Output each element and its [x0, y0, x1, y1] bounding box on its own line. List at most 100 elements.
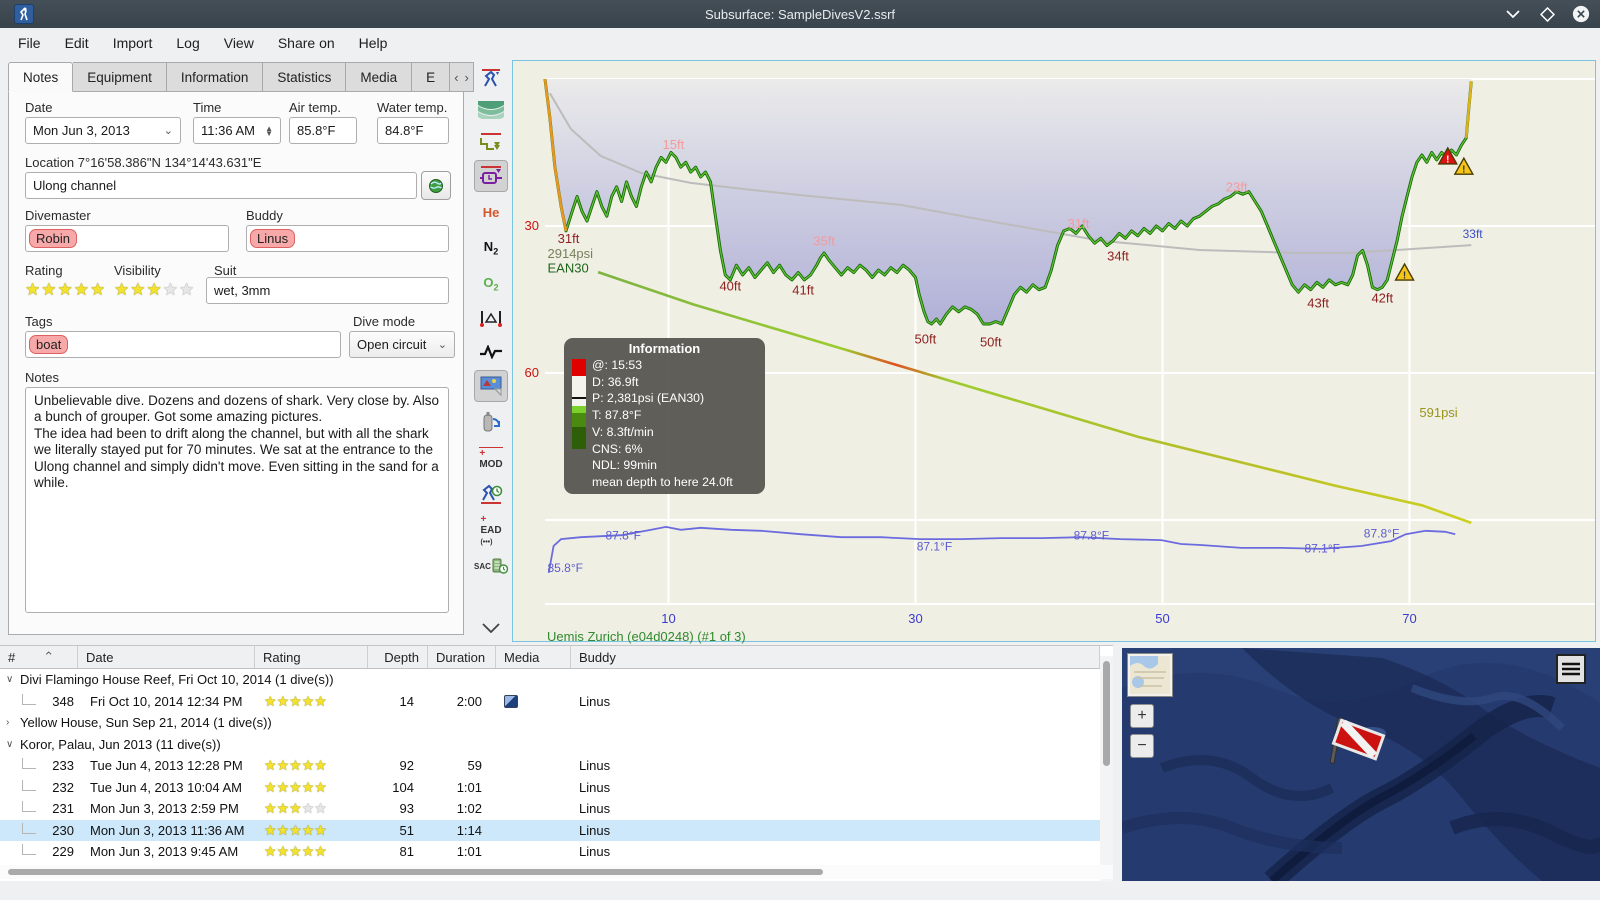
star-icon[interactable]: ★ — [301, 843, 315, 860]
tab-notes[interactable]: Notes — [8, 62, 74, 92]
map-zoom-out-button[interactable]: − — [1130, 734, 1154, 758]
time-spinner[interactable]: ▲ ▼ — [265, 123, 273, 138]
dive-row-230[interactable]: 230 Mon Jun 3, 2013 11:36 AM ★★★★★ 51 1:14 Li… — [0, 819, 1100, 841]
minimize-icon[interactable] — [1504, 5, 1522, 23]
star-icon[interactable]: ★ — [264, 692, 277, 709]
dive-computer-icon[interactable] — [474, 64, 508, 92]
warning-event-icon[interactable]: ! — [1394, 262, 1415, 282]
star-icon[interactable]: ★ — [179, 280, 196, 299]
map-zoom-in-button[interactable]: + — [1130, 704, 1154, 728]
dive-list-header[interactable]: # ⌃ Date Rating Depth Duration Media Buddy — [0, 646, 1100, 669]
tank-change-icon[interactable] — [474, 408, 508, 436]
tab-media[interactable]: Media — [346, 62, 413, 92]
divemaster-field[interactable]: Robin — [25, 225, 229, 252]
tag-chip[interactable]: boat — [29, 335, 69, 354]
photos-icon[interactable] — [474, 370, 508, 402]
location-field[interactable]: Ulong channel — [25, 172, 417, 199]
star-icon[interactable]: ★ — [289, 778, 302, 795]
dive-row-231[interactable]: 231 Mon Jun 3, 2013 2:59 PM ★★★★★ 93 1:02 Lin… — [0, 798, 1100, 820]
dc-reported-ceiling-icon[interactable] — [474, 128, 508, 156]
toolbar-scroll-down-icon[interactable] — [474, 614, 508, 642]
collapse-icon[interactable]: ∨ — [6, 738, 14, 750]
tab-statistics[interactable]: Statistics — [263, 62, 347, 92]
star-icon[interactable]: ★ — [314, 692, 327, 709]
star-icon[interactable]: ★ — [289, 692, 302, 709]
star-icon[interactable]: ★ — [314, 757, 327, 774]
star-icon[interactable]: ★ — [301, 800, 315, 817]
tab-e[interactable]: E — [412, 62, 451, 92]
date-field[interactable]: Mon Jun 3, 2013 ⌄ — [25, 117, 181, 144]
star-icon[interactable]: ★ — [289, 800, 302, 817]
tab-information[interactable]: Information — [166, 62, 264, 92]
dive-site-map[interactable]: + − — [1122, 648, 1600, 881]
dive-list-horizontal-scrollbar[interactable] — [0, 865, 1113, 879]
ruler-icon[interactable] — [474, 304, 508, 332]
tab-equipment[interactable]: Equipment — [73, 62, 167, 92]
menu-view[interactable]: View — [223, 35, 254, 51]
dive-profile-chart[interactable]: 15ft 31ft 2914psi EAN30 40ft 41ft 35ft 50ft 50ft… — [512, 60, 1596, 644]
dive-flag-marker[interactable] — [1329, 717, 1386, 772]
menu-edit[interactable]: Edit — [64, 35, 89, 51]
pp-oxygen-icon[interactable]: O2 — [483, 275, 499, 293]
tags-field[interactable]: boat — [25, 331, 341, 358]
buddy-chip[interactable]: Linus — [250, 229, 296, 248]
ead-icon[interactable]: + EAD (•••) — [480, 513, 502, 546]
collapse-icon[interactable]: ∨ — [6, 674, 14, 686]
star-icon[interactable]: ★ — [314, 800, 327, 817]
chevron-down-icon[interactable]: ⌄ — [163, 125, 173, 137]
sac-icon[interactable]: SAC — [474, 552, 508, 580]
rating-stars[interactable]: ★★★★★ — [25, 280, 106, 300]
menu-log[interactable]: Log — [176, 35, 200, 51]
map-overview-inset[interactable] — [1127, 653, 1173, 697]
notes-textarea[interactable]: Unbelievable dive. Dozens and dozens of … — [25, 387, 449, 613]
star-icon[interactable]: ★ — [41, 280, 58, 299]
star-icon[interactable]: ★ — [264, 800, 277, 817]
star-icon[interactable]: ★ — [314, 778, 327, 795]
maximize-icon[interactable] — [1538, 5, 1556, 23]
heart-rate-icon[interactable] — [474, 338, 508, 366]
star-icon[interactable]: ★ — [301, 692, 315, 709]
dive-row-348[interactable]: 348 Fri Oct 10, 2014 12:34 PM ★★★★★ 14 2:00 L… — [0, 691, 1100, 713]
dive-row-229[interactable]: 229 Mon Jun 3, 2013 9:45 AM ★★★★★ 81 1:01 Lin… — [0, 841, 1100, 863]
star-icon[interactable]: ★ — [114, 280, 131, 299]
dive-row-233[interactable]: 233 Tue Jun 4, 2013 12:28 PM ★★★★★ 92 59 Linu… — [0, 755, 1100, 777]
star-icon[interactable]: ★ — [162, 280, 179, 299]
star-icon[interactable]: ★ — [314, 843, 327, 860]
star-icon[interactable]: ★ — [301, 821, 315, 838]
star-icon[interactable]: ★ — [314, 821, 327, 838]
column-header-date[interactable]: Date — [78, 646, 255, 668]
star-icon[interactable]: ★ — [264, 757, 277, 774]
tab-scroll-left-icon[interactable]: ‹ — [454, 69, 459, 85]
star-icon[interactable]: ★ — [276, 821, 290, 838]
dive-row-232[interactable]: 232 Tue Jun 4, 2013 10:04 AM ★★★★★ 104 1:01 L… — [0, 777, 1100, 799]
star-icon[interactable]: ★ — [90, 280, 107, 299]
expand-icon[interactable]: › — [6, 717, 10, 729]
star-icon[interactable]: ★ — [289, 843, 302, 860]
media-thumbnail-icon[interactable] — [504, 695, 518, 709]
column-header-duration[interactable]: Duration — [428, 646, 496, 668]
star-icon[interactable]: ★ — [25, 280, 42, 299]
map-globe-button[interactable] — [421, 171, 451, 200]
buddy-field[interactable]: Linus — [246, 225, 449, 252]
trip-group-row[interactable]: ∨ Divi Flamingo House Reef, Fri Oct 10, 2… — [0, 669, 1100, 691]
visibility-stars[interactable]: ★★★★★ — [114, 280, 195, 300]
star-icon[interactable]: ★ — [276, 800, 290, 817]
warning-event-icon[interactable]: ! — [1453, 156, 1475, 176]
star-icon[interactable]: ★ — [264, 843, 277, 860]
star-icon[interactable]: ★ — [276, 778, 290, 795]
water-temp-field[interactable]: 84.8°F — [377, 117, 449, 144]
star-icon[interactable]: ★ — [276, 757, 290, 774]
dive-mode-select[interactable]: Open circuit ⌄ — [349, 331, 455, 358]
star-icon[interactable]: ★ — [289, 821, 302, 838]
star-icon[interactable]: ★ — [130, 280, 147, 299]
star-icon[interactable]: ★ — [146, 280, 163, 299]
column-header-depth[interactable]: Depth — [368, 646, 428, 668]
star-icon[interactable]: ★ — [264, 821, 277, 838]
menu-file[interactable]: File — [18, 35, 41, 51]
mod-icon[interactable]: + MOD — [479, 446, 503, 470]
menu-help[interactable]: Help — [358, 35, 388, 51]
menu-share-on[interactable]: Share on — [277, 35, 335, 51]
star-icon[interactable]: ★ — [276, 843, 290, 860]
pp-helium-icon[interactable]: He — [482, 204, 500, 220]
calculated-ceiling-icon[interactable] — [474, 160, 508, 192]
